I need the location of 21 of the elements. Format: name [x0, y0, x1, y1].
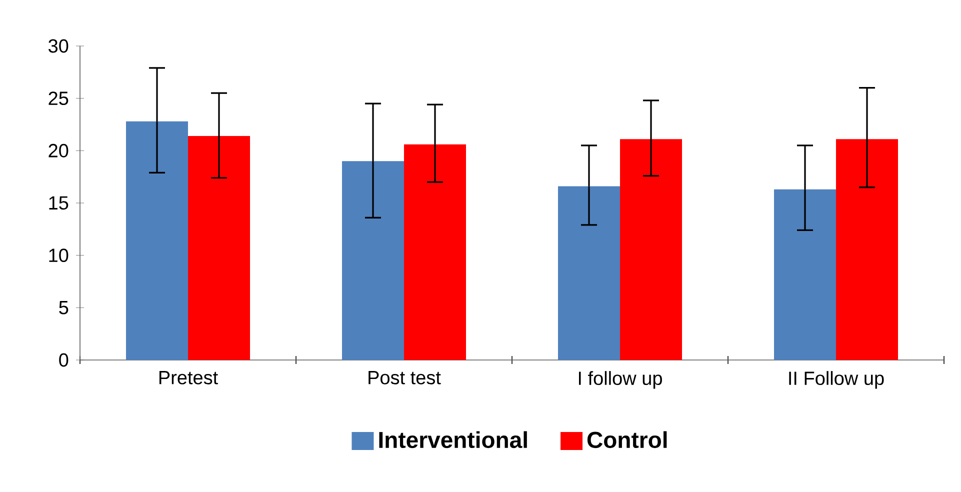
y-tick-label: 25 [48, 92, 68, 106]
bar [558, 186, 620, 360]
y-tick-label: 20 [48, 144, 68, 158]
bar [188, 136, 250, 360]
x-tick-label: Post test [368, 371, 441, 384]
legend-label: Interventional [379, 431, 527, 448]
bar [774, 189, 836, 360]
y-tick-label: 30 [48, 39, 68, 53]
bar [620, 139, 682, 360]
y-tick-label: 0 [59, 353, 68, 367]
y-tick-label: 15 [49, 196, 68, 210]
y-tick-label: 10 [49, 248, 68, 262]
bar [404, 144, 466, 360]
legend-label: Control [587, 431, 667, 448]
y-tick-label: 5 [59, 301, 68, 314]
x-tick-label: Pretest [159, 371, 218, 384]
bar [126, 121, 188, 360]
x-tick-label: I follow up [578, 371, 662, 389]
bar [342, 161, 404, 360]
x-tick-label: II Follow up [789, 371, 884, 389]
bar [836, 139, 898, 360]
